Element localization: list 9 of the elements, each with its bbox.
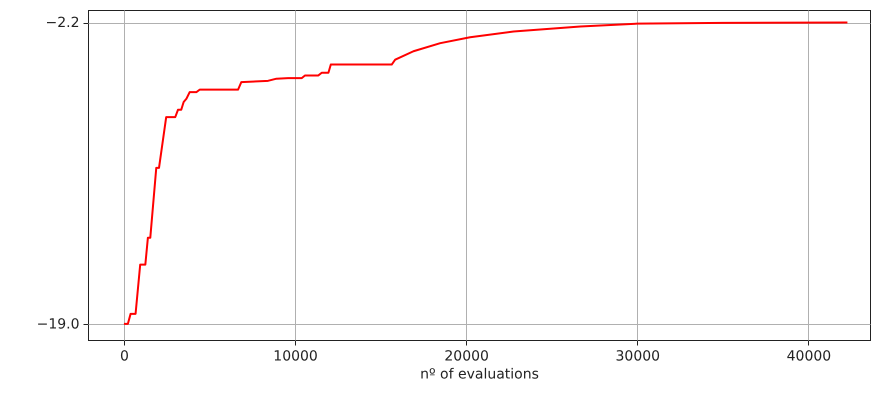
line-series [122,22,848,325]
x-tick-label: 0 [120,348,129,364]
x-tick-label: 30000 [616,348,660,364]
x-axis-title: nº of evaluations [420,366,539,382]
x-tick-label: 40000 [786,348,832,364]
y-tick-label: −2.2 [46,15,80,32]
x-tick-label: 20000 [444,348,489,364]
y-tick-label: −19.0 [36,316,80,332]
x-tick-label: 10000 [273,348,318,364]
